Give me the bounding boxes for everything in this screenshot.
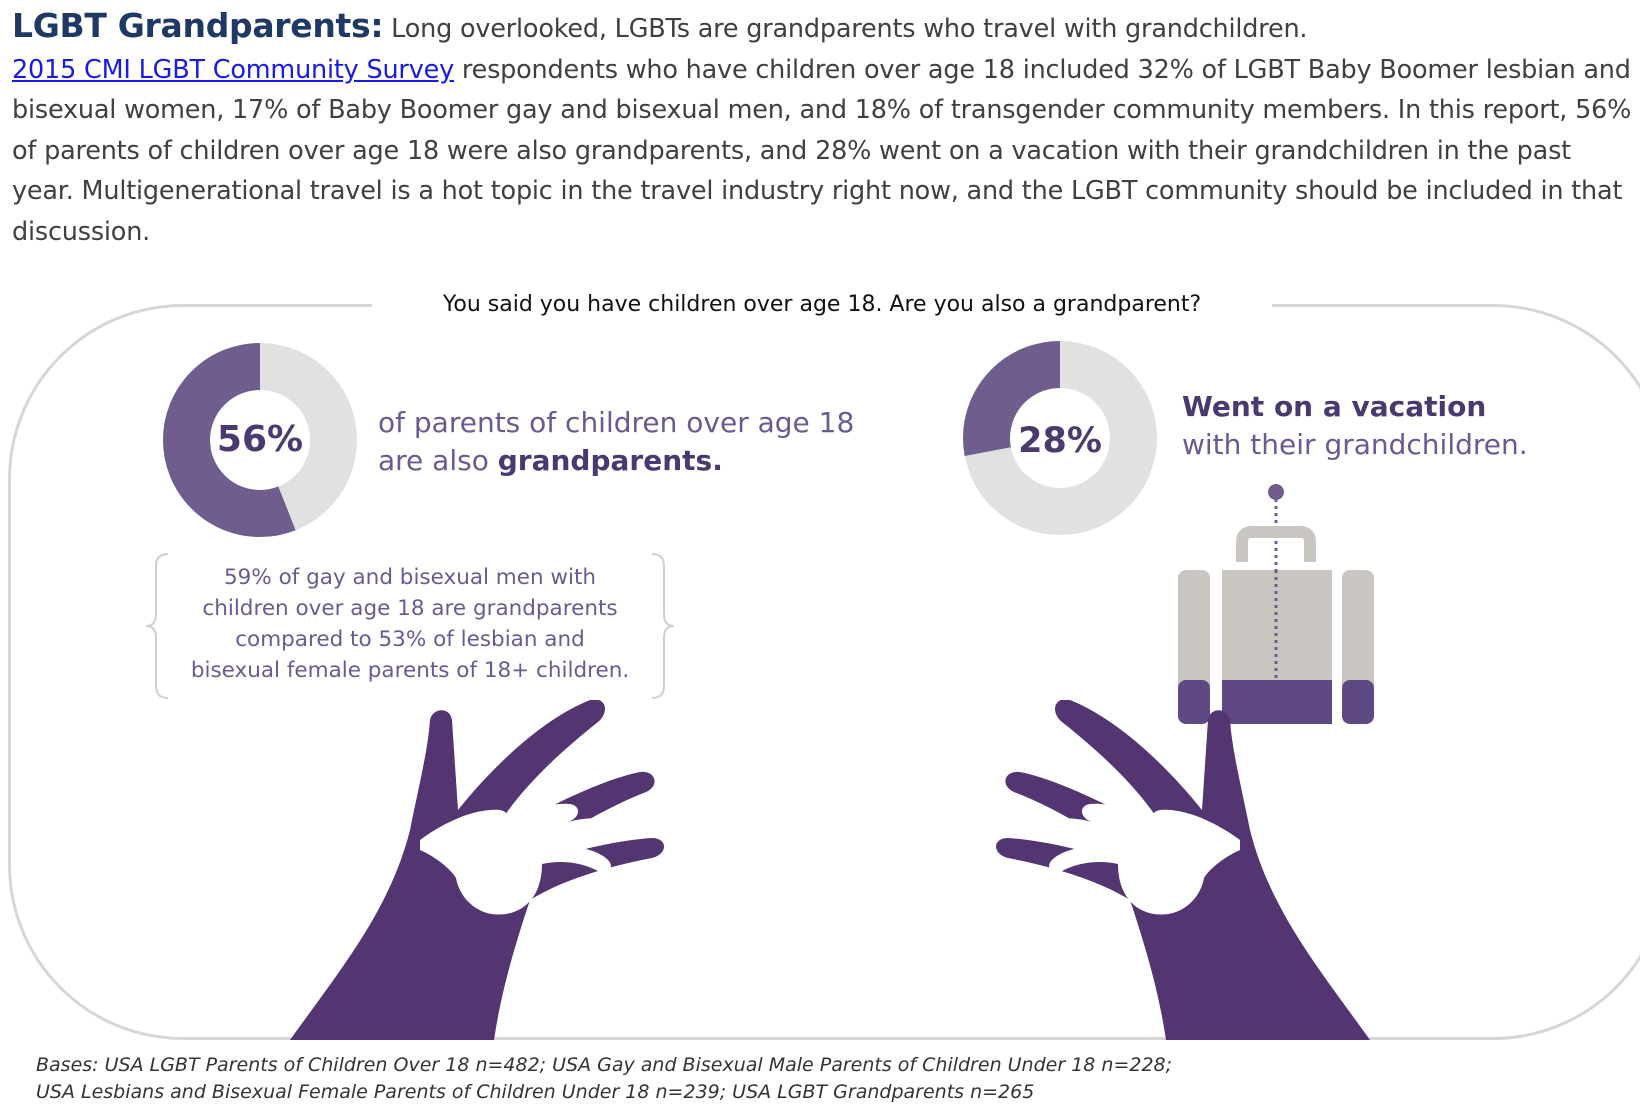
intro-lead: Long overlooked, LGBTs are grandparents …	[383, 14, 1308, 44]
footnote-line-2: USA Lesbians and Bisexual Female Parents…	[36, 1081, 1035, 1103]
gender-callout: 59% of gay and bisexual men with childre…	[145, 552, 675, 700]
grandparents-desc-bold: grandparents.	[497, 444, 723, 477]
grandparents-donut-arc	[163, 343, 357, 537]
grandparents-description: of parents of children over age 18 are a…	[378, 404, 858, 480]
vacation-description: Went on a vacation with their grandchild…	[1182, 388, 1632, 464]
left-brace	[145, 553, 169, 699]
bases-footnote: Bases: USA LGBT Parents of Children Over…	[36, 1052, 1616, 1106]
intro-paragraph: LGBT Grandparents: Long overlooked, LGBT…	[12, 6, 1632, 252]
callout-line-1: 59% of gay and bisexual men with	[223, 565, 597, 590]
left-hands-icon	[290, 700, 664, 1040]
callout-line-2: children over age 18 are grandparents	[202, 596, 618, 621]
vacation-donut-arc	[963, 341, 1157, 535]
right-brace	[651, 553, 675, 699]
question-background	[372, 290, 1272, 320]
suitcase-icon	[1178, 484, 1374, 724]
survey-link[interactable]: 2015 CMI LGBT Community Survey	[12, 54, 454, 85]
footnote-line-1: Bases: USA LGBT Parents of Children Over…	[36, 1054, 1173, 1076]
question-text: You said you have children over age 18. …	[442, 292, 1202, 317]
grandparents-desc-line1: of parents of children over age 18	[378, 406, 855, 439]
callout-line-4: bisexual female parents of 18+ children.	[190, 658, 630, 683]
right-hands-icon	[996, 700, 1370, 1040]
vacation-donut	[963, 341, 1157, 535]
vacation-desc-bold: Went on a vacation	[1182, 390, 1487, 423]
vacation-desc-line2: with their grandchildren.	[1182, 428, 1528, 461]
page-heading: LGBT Grandparents:	[12, 6, 384, 45]
grandparents-desc-line2-prefix: are also	[378, 444, 498, 477]
grandparents-percent: 56%	[216, 419, 304, 460]
callout-text: 59% of gay and bisexual men with childre…	[160, 562, 660, 686]
callout-line-3: compared to 53% of lesbian and	[235, 627, 585, 652]
vacation-percent: 28%	[1018, 421, 1102, 461]
grandparents-donut	[163, 343, 357, 537]
intro-body: respondents who have children over age 1…	[12, 54, 1632, 247]
